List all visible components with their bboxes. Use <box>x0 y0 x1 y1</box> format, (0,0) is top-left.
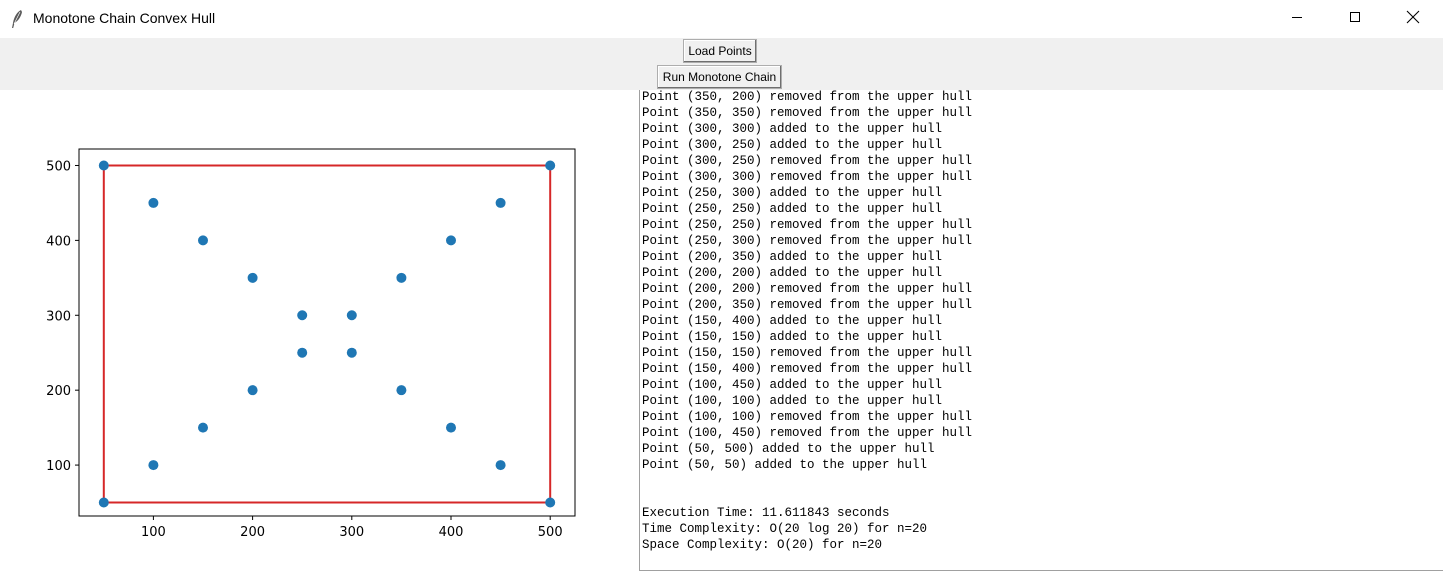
data-point <box>148 460 159 471</box>
log-line: Point (100, 100) removed from the upper … <box>642 410 973 424</box>
log-line: Point (300, 300) removed from the upper … <box>642 170 973 184</box>
log-line: Execution Time: 11.611843 seconds <box>642 506 890 520</box>
window-title: Monotone Chain Convex Hull <box>33 10 216 26</box>
data-point <box>545 497 556 508</box>
data-point <box>247 272 258 283</box>
load-points-button[interactable]: Load Points <box>683 39 757 63</box>
data-point <box>346 347 357 358</box>
log-line: Point (200, 350) added to the upper hull <box>642 250 943 264</box>
data-point <box>346 310 357 321</box>
y-tick-label: 100 <box>46 459 71 474</box>
minimize-button[interactable] <box>1268 0 1326 38</box>
title-bar[interactable]: Monotone Chain Convex Hull <box>0 0 1445 38</box>
log-line: Space Complexity: O(20) for n=20 <box>642 538 883 552</box>
log-line: Point (300, 300) added to the upper hull <box>642 122 943 136</box>
log-line: Point (200, 200) added to the upper hull <box>642 266 943 280</box>
maximize-icon <box>1349 10 1361 28</box>
plot-canvas[interactable]: 100 200 300 400 500 100 200 300 400 500 <box>0 90 638 572</box>
x-tick-label: 500 <box>538 525 563 540</box>
log-line: Point (300, 250) removed from the upper … <box>642 154 973 168</box>
data-point <box>198 422 208 433</box>
log-line: Point (200, 350) removed from the upper … <box>642 298 973 312</box>
data-point <box>545 160 556 171</box>
data-point <box>396 272 407 283</box>
minimize-icon <box>1291 10 1303 28</box>
log-line: Point (150, 400) removed from the upper … <box>642 362 973 376</box>
data-point <box>297 310 308 321</box>
x-tick-label: 400 <box>439 525 464 540</box>
hull-line <box>102 164 552 504</box>
log-line <box>642 473 972 489</box>
log-line: Point (200, 200) removed from the upper … <box>642 282 973 296</box>
window-edge <box>1443 38 1445 572</box>
y-tick-label: 400 <box>46 234 71 249</box>
data-point <box>495 460 506 471</box>
maximize-button[interactable] <box>1326 0 1384 38</box>
log-content: Point (350, 200) removed from the upper … <box>642 90 972 553</box>
log-line: Point (100, 450) added to the upper hull <box>642 378 943 392</box>
log-line: Point (250, 250) removed from the upper … <box>642 218 973 232</box>
y-tick-label: 200 <box>46 384 71 399</box>
log-line: Time Complexity: O(20 log 20) for n=20 <box>642 522 928 536</box>
data-point <box>495 197 506 208</box>
close-button[interactable] <box>1384 0 1442 38</box>
log-text-area[interactable]: Point (350, 200) removed from the upper … <box>639 90 1444 571</box>
log-line: Point (250, 300) added to the upper hull <box>642 186 943 200</box>
scatter-plot: 100 200 300 400 500 100 200 300 400 500 <box>46 148 576 540</box>
data-point <box>446 235 456 246</box>
x-tick-label: 300 <box>339 525 364 540</box>
log-line: Point (350, 350) removed from the upper … <box>642 106 973 120</box>
data-point <box>396 385 407 396</box>
log-line: Point (150, 150) added to the upper hull <box>642 330 943 344</box>
log-line: Point (150, 400) added to the upper hull <box>642 314 943 328</box>
data-point <box>297 347 308 358</box>
data-point <box>98 497 109 508</box>
data-point <box>148 197 159 208</box>
x-tick-label: 100 <box>141 525 166 540</box>
log-line: Point (100, 100) added to the upper hull <box>642 394 943 408</box>
close-icon <box>1406 10 1420 29</box>
log-line: Point (250, 300) removed from the upper … <box>642 234 973 248</box>
feather-icon <box>9 9 25 29</box>
log-line <box>642 489 972 505</box>
x-tick-label: 200 <box>240 525 265 540</box>
log-line: Point (250, 250) added to the upper hull <box>642 202 943 216</box>
data-point <box>98 160 109 171</box>
axes-frame <box>78 148 576 517</box>
data-point <box>247 385 258 396</box>
log-line: Point (50, 50) added to the upper hull <box>642 458 928 472</box>
toolbar: Load Points Run Monotone Chain <box>0 38 1443 90</box>
log-line: Point (150, 150) removed from the upper … <box>642 346 973 360</box>
data-point <box>446 422 456 433</box>
log-line: Point (100, 450) removed from the upper … <box>642 426 973 440</box>
y-tick-label: 500 <box>46 159 71 174</box>
log-line: Point (50, 500) added to the upper hull <box>642 442 935 456</box>
y-tick-label: 300 <box>46 309 71 324</box>
run-monotone-chain-button[interactable]: Run Monotone Chain <box>657 65 782 89</box>
log-line: Point (300, 250) added to the upper hull <box>642 138 943 152</box>
data-point <box>198 235 208 246</box>
log-line: Point (350, 200) removed from the upper … <box>642 90 973 104</box>
